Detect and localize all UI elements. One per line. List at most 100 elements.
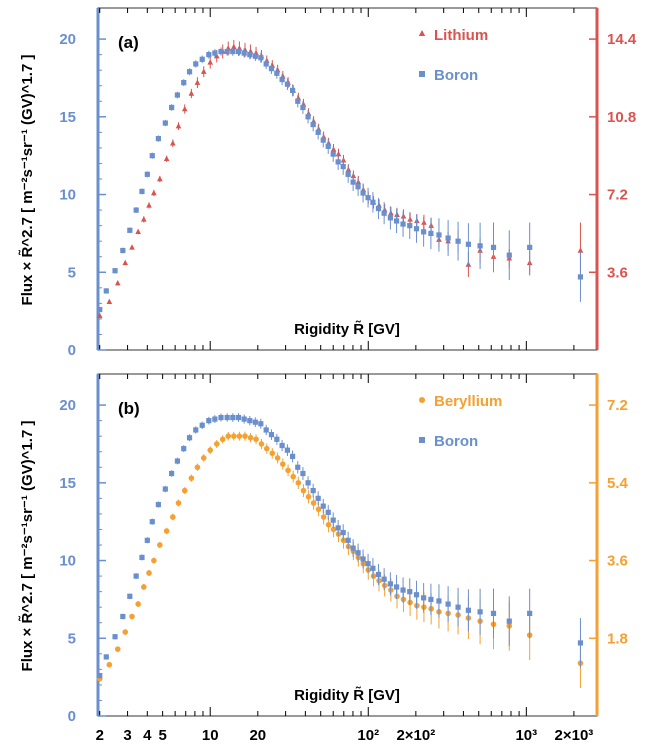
data-point-boron xyxy=(218,48,224,55)
data-point-boron xyxy=(169,470,175,477)
data-point-boron xyxy=(224,48,230,55)
legend-marker-lithium xyxy=(418,30,426,36)
data-point-boron xyxy=(199,56,205,62)
x-tick-label: 4 xyxy=(143,727,152,744)
data-point-boron xyxy=(455,238,461,244)
data-point-boron xyxy=(247,52,253,58)
data-point-boron xyxy=(490,244,497,250)
data-point-boron xyxy=(252,419,258,425)
right-y-tick-label: 1.8 xyxy=(607,630,628,647)
data-point-boron xyxy=(120,613,126,620)
data-point-beryllium xyxy=(280,461,286,467)
data-point-boron xyxy=(144,171,150,177)
data-point-beryllium xyxy=(188,475,195,481)
data-point-lithium xyxy=(106,298,113,305)
x-tick-label: 2×10³ xyxy=(555,727,594,744)
data-point-lithium xyxy=(335,150,342,157)
data-point-lithium xyxy=(157,175,163,182)
right-y-tick-label: 7.2 xyxy=(607,397,628,414)
data-point-boron xyxy=(315,129,321,135)
data-point-boron xyxy=(279,76,285,83)
data-point-boron xyxy=(335,525,341,531)
right-y-tick-label: 3.6 xyxy=(607,553,628,570)
panel-a-series xyxy=(96,30,584,319)
data-point-lithium xyxy=(140,216,147,222)
data-point-boron xyxy=(381,576,387,582)
y-tick-label: 20 xyxy=(59,397,76,414)
data-point-boron xyxy=(162,120,168,126)
data-point-boron xyxy=(477,609,483,615)
data-point-boron xyxy=(300,104,306,111)
data-point-boron xyxy=(181,446,187,452)
data-point-boron xyxy=(350,179,356,185)
y-tick-label: 10 xyxy=(59,187,76,204)
data-point-boron xyxy=(325,143,331,149)
panel-b: 0 5 10 15 20 1.8 3.6 5.4 7.2 (b) Rigidity R̃ [GV… xyxy=(59,373,629,725)
panel-b-label: (b) xyxy=(118,399,140,418)
data-point-beryllium xyxy=(295,480,302,486)
data-point-beryllium xyxy=(236,433,243,439)
data-point-boron xyxy=(375,205,382,212)
data-point-boron xyxy=(387,581,393,587)
data-point-beryllium xyxy=(370,573,377,579)
y-tick-label: 10 xyxy=(59,553,76,570)
data-point-boron xyxy=(206,418,212,424)
y-tick-label: 20 xyxy=(59,31,76,48)
data-point-boron xyxy=(97,306,103,313)
data-point-boron xyxy=(393,218,400,224)
data-point-boron xyxy=(407,223,413,229)
data-point-boron xyxy=(112,634,118,640)
data-point-lithium xyxy=(129,244,135,250)
data-point-boron xyxy=(268,66,275,72)
data-point-beryllium xyxy=(258,441,265,447)
data-point-boron xyxy=(295,464,301,470)
data-point-boron xyxy=(360,556,366,562)
x-tick-label: 2×10² xyxy=(396,727,435,744)
data-point-lithium xyxy=(135,228,141,235)
data-point-boron xyxy=(355,550,361,556)
data-point-boron xyxy=(193,427,199,433)
data-point-boron xyxy=(289,87,296,93)
data-point-boron xyxy=(300,470,306,477)
data-point-boron xyxy=(174,458,181,464)
data-point-boron xyxy=(345,537,351,543)
right-y-tick-label: 5.4 xyxy=(607,475,629,492)
data-point-lithium xyxy=(122,259,129,266)
data-point-lithium xyxy=(577,247,584,253)
data-point-boron xyxy=(139,188,145,195)
data-point-beryllium xyxy=(325,521,332,528)
data-point-beryllium xyxy=(207,447,214,453)
data-point-boron xyxy=(186,69,193,75)
data-point-boron xyxy=(274,70,280,76)
data-point-boron xyxy=(247,418,253,424)
data-point-lithium xyxy=(230,43,237,50)
data-point-boron xyxy=(149,153,155,159)
data-point-boron xyxy=(320,137,326,143)
data-point-boron xyxy=(218,414,224,421)
x-tick-labels: 2 3 4 5 10 20 10² 2×10² 10³ 2×10³ xyxy=(96,727,594,744)
data-point-boron xyxy=(199,422,205,428)
data-point-boron xyxy=(212,50,218,56)
data-point-boron xyxy=(305,480,311,486)
data-point-boron xyxy=(295,98,301,104)
data-point-boron xyxy=(381,210,387,216)
data-point-beryllium xyxy=(247,434,254,441)
data-point-boron xyxy=(149,519,155,525)
data-point-beryllium xyxy=(376,577,382,584)
data-point-boron xyxy=(490,610,497,616)
data-point-beryllium xyxy=(106,661,113,668)
data-point-boron xyxy=(305,114,311,120)
data-point-boron xyxy=(193,61,199,67)
data-point-beryllium xyxy=(381,582,388,589)
data-point-boron xyxy=(112,268,118,274)
data-point-boron xyxy=(103,288,109,294)
panel-b-series xyxy=(96,397,584,689)
y-tick-label: 0 xyxy=(68,708,76,725)
data-point-beryllium xyxy=(122,629,129,635)
panel-a-x-axis-title: Rigidity R̃ [GV] xyxy=(294,320,400,338)
legend-boron-label: Boron xyxy=(434,67,478,84)
data-point-beryllium xyxy=(300,487,307,494)
data-point-boron xyxy=(577,274,584,280)
y-tick-label: 5 xyxy=(68,264,76,281)
data-point-boron xyxy=(428,596,434,603)
